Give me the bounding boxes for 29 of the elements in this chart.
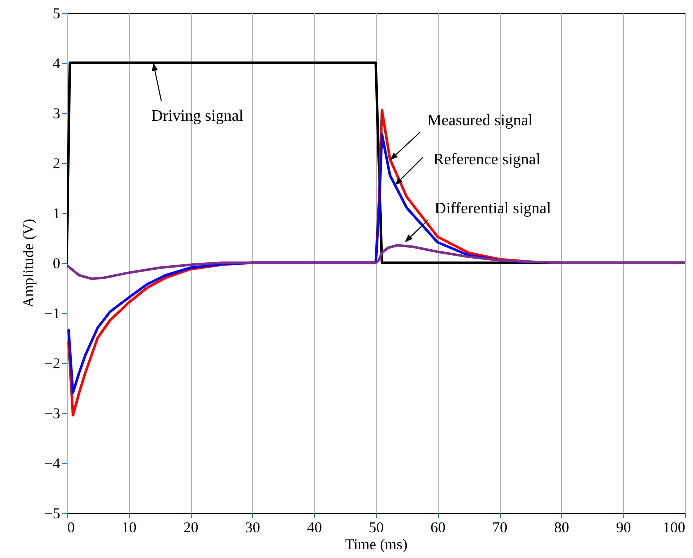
line-series bbox=[67, 244, 685, 280]
y-tick-label: 0 bbox=[53, 256, 60, 272]
x-tick-label: 100 bbox=[663, 520, 686, 536]
y-tick-label: 4 bbox=[53, 56, 61, 72]
annotation: Measured signal bbox=[428, 112, 534, 130]
annotation: Driving signal bbox=[152, 108, 244, 125]
y-axis-title: Amplitude (V) bbox=[22, 219, 38, 308]
annotation: Reference signal bbox=[434, 152, 542, 168]
x-tick-label: 20 bbox=[184, 520, 199, 536]
y-tick-label: −5 bbox=[44, 506, 60, 522]
x-axis-title: Time (ms) bbox=[345, 538, 408, 554]
y-tick-label: 1 bbox=[53, 206, 60, 222]
x-tick-label: 50 bbox=[369, 520, 384, 536]
x-tick-label: 30 bbox=[245, 520, 260, 536]
annotation: Differential signal bbox=[434, 200, 552, 218]
x-tick-label: 80 bbox=[554, 520, 570, 536]
y-tick-label: −2 bbox=[44, 356, 60, 372]
y-tick-label: 3 bbox=[53, 106, 60, 122]
x-tick-label: 60 bbox=[430, 520, 446, 536]
x-tick-label: 10 bbox=[122, 520, 137, 536]
y-tick-label: −4 bbox=[44, 456, 61, 472]
x-tick-label: 0 bbox=[68, 520, 75, 536]
y-tick-label: −3 bbox=[44, 406, 60, 422]
x-tick-label: 70 bbox=[492, 520, 508, 536]
x-tick-label: 90 bbox=[616, 520, 632, 536]
y-tick-label: 2 bbox=[53, 156, 60, 172]
y-tick-label: −1 bbox=[44, 306, 60, 322]
y-tick-label: 5 bbox=[53, 6, 60, 22]
x-tick-label: 40 bbox=[307, 520, 322, 536]
